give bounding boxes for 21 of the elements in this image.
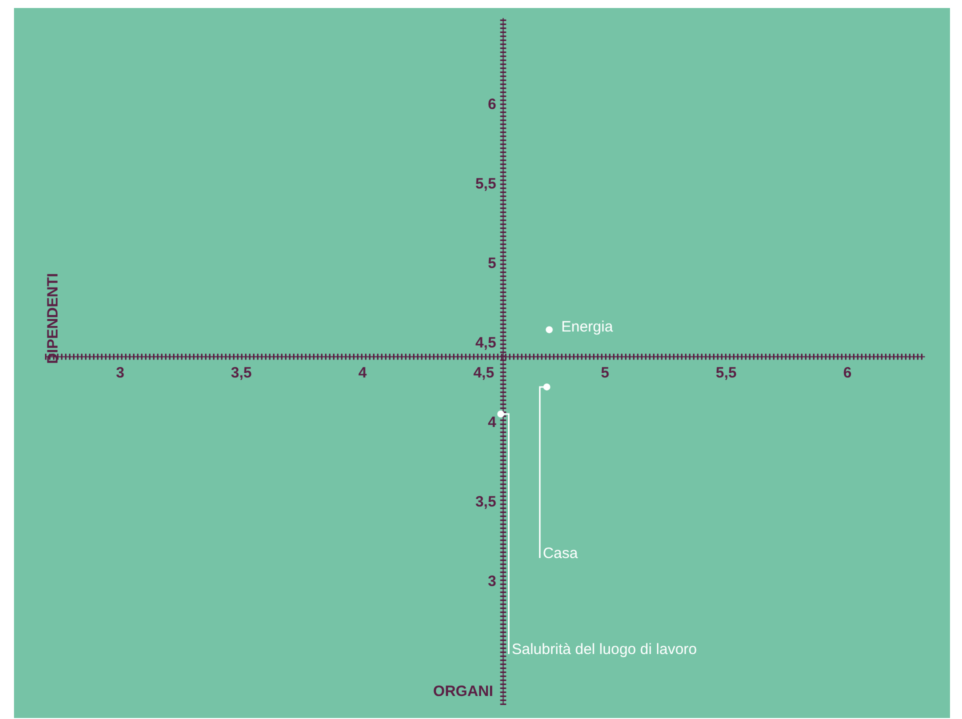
point (543, 383, 550, 390)
y-axis-title: DIPENDENTI (44, 272, 62, 364)
y-tick-label: 5 (488, 254, 496, 272)
series-label: Energia (561, 318, 614, 336)
point (546, 326, 553, 334)
text: Salubrità del luogo di lavoro (512, 640, 697, 658)
y-tick-label: 3 (488, 572, 496, 590)
x-tick-label: 6 (843, 364, 852, 382)
x-tick-label: 4 (358, 364, 368, 382)
x-tick-label: 3,5 (230, 364, 252, 382)
y-tick-label: 3,5 (475, 493, 496, 510)
x-tick-label: 5 (600, 364, 610, 382)
x-tick-label: 3 (116, 364, 124, 382)
y-tick-label: 4,5 (475, 334, 496, 352)
x-tick-label: 5,5 (716, 364, 737, 382)
y-tick-label: 5,5 (475, 175, 496, 192)
y-tick-label: 4 (488, 414, 497, 431)
text: Casa (542, 544, 578, 562)
y-tick-label: 6 (488, 96, 496, 113)
point (497, 410, 504, 418)
x-axis-title: ORGANI (433, 683, 494, 700)
